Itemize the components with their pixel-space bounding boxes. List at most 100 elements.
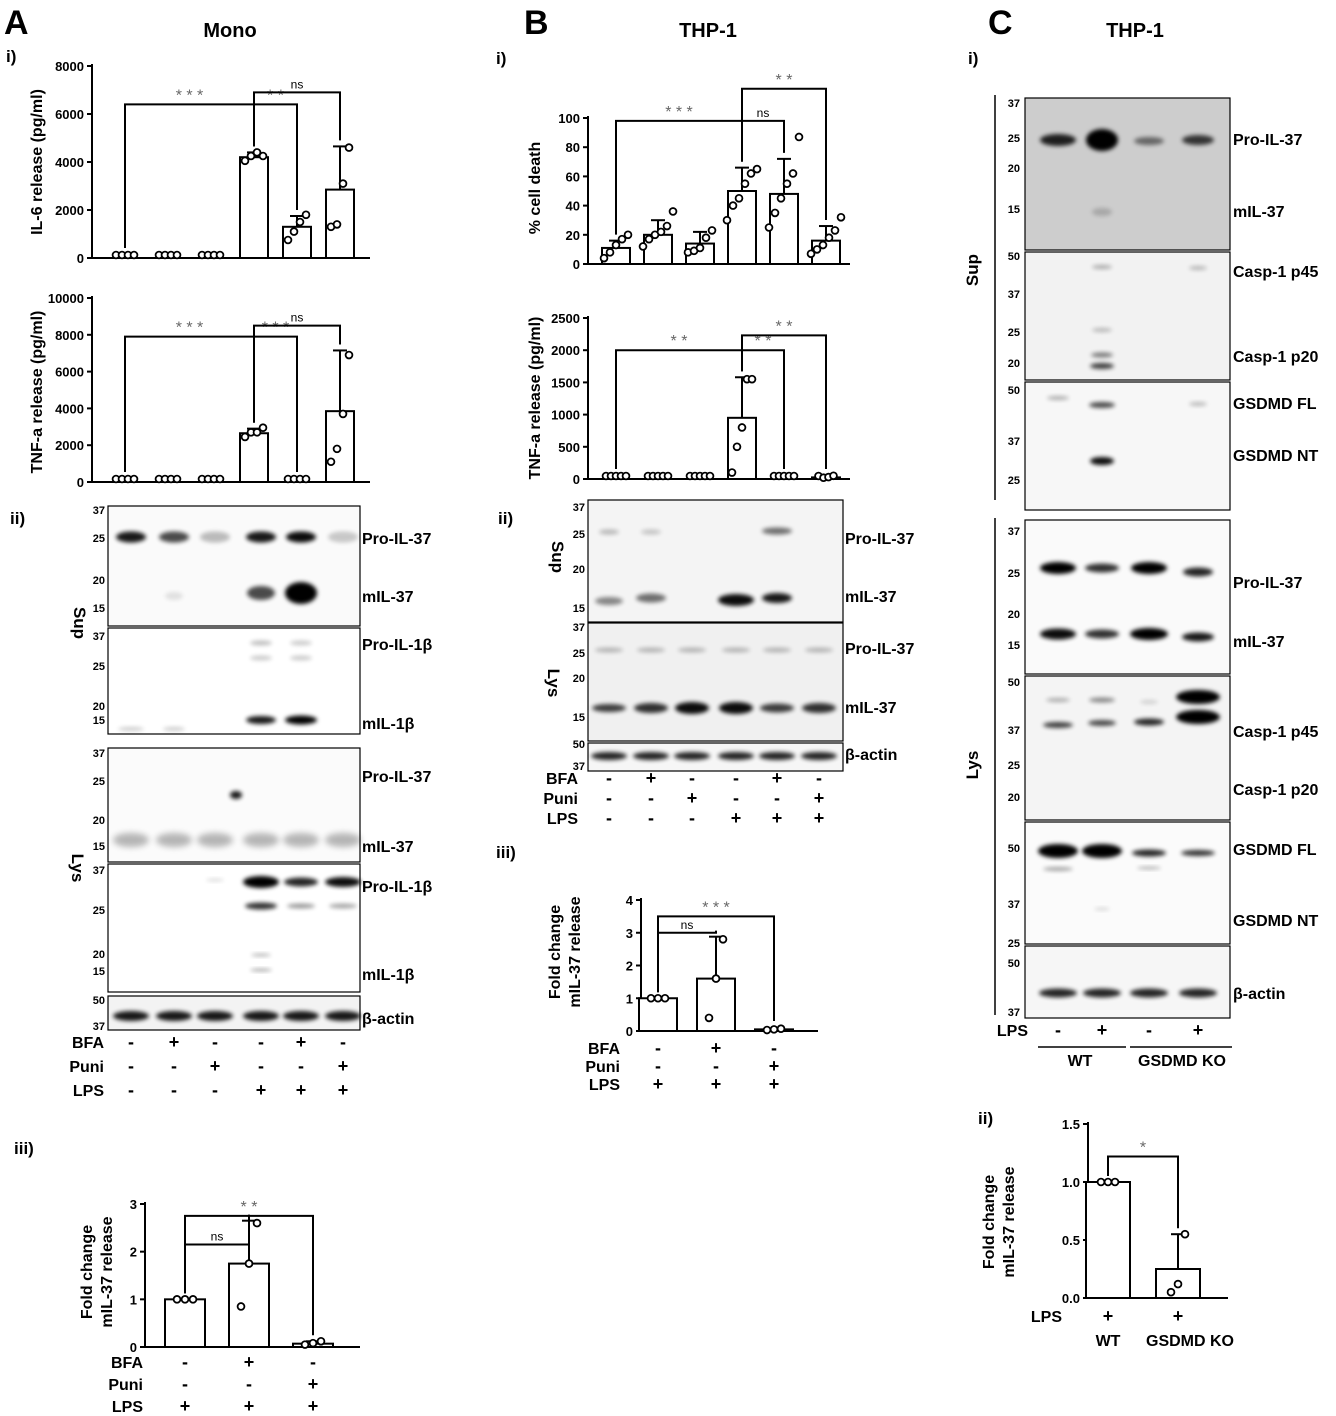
blot-band [287,903,315,909]
blot-band [250,655,272,661]
blot-band [245,902,277,910]
blot-band [325,877,361,887]
data-point [646,993,656,1003]
y-tick-label: 10000 [48,291,84,306]
band-label: Pro-IL-37 [362,769,431,786]
y-tick-label: 0 [573,257,580,272]
blot-band [243,833,279,847]
condition-sign: + [244,1396,255,1416]
data-point [338,409,348,419]
mw-marker-label: 20 [93,949,105,961]
data-point [824,233,834,243]
significance-label: * * [267,87,284,104]
blot-band [1092,328,1112,332]
bar [638,997,678,1032]
mw-marker-label: 15 [1008,204,1020,216]
y-tick-label: 2500 [551,311,580,326]
blot-b-actin [587,742,844,772]
mw-marker-label: 50 [1008,958,1020,970]
mw-marker-label: 15 [573,603,585,615]
mw-marker-label: 50 [1008,677,1020,689]
y-tick-label: 0 [626,1024,633,1039]
blot-band [163,727,185,731]
band-label: mIL-37 [845,589,897,606]
blot-c-actin [1024,945,1231,1019]
blot-band [1089,402,1115,408]
blot-membrane [107,863,361,993]
blot-band [1094,907,1110,911]
condition-sign: + [338,1080,349,1100]
blot-band [805,647,833,653]
condition-label: Puni [69,1059,104,1076]
blot-band [246,716,276,724]
condition-label: BFA [72,1035,104,1052]
condition-sign: - [606,808,612,828]
condition-sign: + [814,788,825,808]
bar [164,1298,206,1349]
data-point [1096,1177,1106,1187]
data-point [236,1302,246,1311]
y-tick-label: 3 [130,1197,137,1212]
genotype-label: WT [1068,1053,1093,1070]
condition-sign: - [212,1032,218,1052]
mw-marker-label: 37 [93,865,105,877]
mw-marker-label: 20 [93,575,105,587]
significance-bracket [253,324,341,423]
blot-membrane [587,499,844,623]
significance-label: ns [681,918,694,932]
blot-band [1047,396,1069,400]
condition-label: LPS [1031,1309,1062,1326]
genotype-label: GSDMD KO [1138,1053,1226,1070]
mw-marker-label: 37 [1008,526,1020,538]
condition-sign: + [769,1056,780,1076]
band-label: GSDMD NT [1233,448,1319,465]
condition-sign: + [772,808,783,828]
blot-band [1038,844,1078,858]
blot-band [718,752,754,760]
data-point [180,1295,190,1304]
y-tick-label: 2 [130,1245,137,1260]
blot-band [1046,698,1070,702]
data-point [782,179,792,189]
blot-band [762,527,792,535]
mw-marker-label: 25 [93,905,105,917]
data-point [246,151,256,161]
band-label: Pro-IL-37 [845,641,914,658]
significance-bracket [615,349,743,469]
group-label-sup: Sup [70,607,89,639]
bar [239,432,269,483]
condition-sign: + [769,1074,780,1094]
condition-sign: - [258,1032,264,1052]
mw-marker-label: 15 [93,841,105,853]
data-point [644,234,654,244]
condition-label: LPS [589,1077,620,1094]
mw-marker-label: 20 [93,701,105,713]
blot-band [243,876,279,888]
mw-marker-label: 25 [1008,327,1020,339]
mw-marker-label: 37 [93,505,105,517]
band-label: Casp-1 p20 [1233,782,1318,799]
data-point [129,250,139,260]
blot-band [718,594,754,606]
blot-band [250,640,272,646]
data-point [240,432,250,442]
condition-label: LPS [112,1399,143,1416]
mw-marker-label: 15 [93,603,105,615]
mw-marker-label: 37 [1008,1007,1020,1019]
condition-sign: - [689,768,695,788]
mw-marker-label: 25 [573,529,585,541]
band-label: GSDMD FL [1233,842,1317,859]
significance-bracket [615,119,743,235]
blot-band [1092,208,1112,216]
chart-b-death: 0 20 40 60 80 100 % cell death * * * ns * * [527,72,850,272]
band-label: mIL-37 [845,700,897,717]
data-point [344,350,354,360]
y-tick-label: 40 [566,199,580,214]
mw-marker-label: 50 [1008,843,1020,855]
mw-marker-label: 25 [573,648,585,660]
blot-band [759,752,795,760]
y-axis-label: mIL-37 release [99,1216,116,1327]
mw-marker-label: 50 [573,739,585,751]
condition-sign: + [731,808,742,828]
condition-sign: - [212,1080,218,1100]
